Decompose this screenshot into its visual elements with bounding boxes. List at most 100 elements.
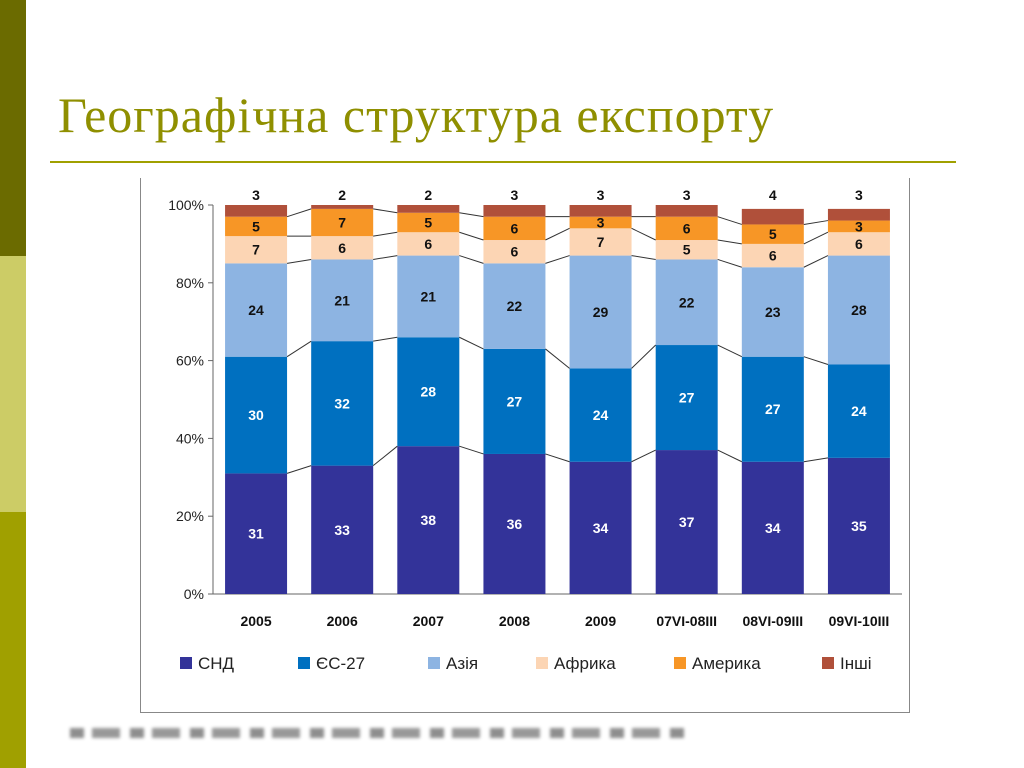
bar-segment	[225, 216, 288, 237]
bar-value-label: 33	[334, 522, 350, 538]
bar-segment	[827, 364, 890, 458]
title-divider	[50, 161, 956, 163]
bar-value-label: 34	[593, 520, 609, 536]
bar-value-label: 4	[769, 187, 777, 203]
bar-value-label: 24	[248, 302, 264, 318]
series-connector	[803, 255, 829, 268]
bar-value-label: 31	[248, 526, 264, 542]
bar-segment	[655, 345, 718, 451]
series-connector	[631, 255, 656, 260]
side-stripe-dark	[0, 0, 26, 256]
bar-value-label: 3	[683, 187, 691, 203]
bar-value-label: 34	[765, 520, 781, 536]
series-connector	[717, 258, 742, 268]
bar-segment	[311, 205, 374, 209]
bar-value-label: 3	[511, 187, 519, 203]
bar-segment	[827, 220, 890, 233]
bar-segment	[225, 473, 288, 594]
y-tick-label: 0%	[184, 586, 204, 602]
legend-swatch	[536, 657, 548, 669]
bar-value-label: 21	[334, 292, 350, 308]
series-connector	[717, 344, 743, 358]
bar-segment	[311, 236, 374, 260]
bar-segment	[655, 450, 718, 594]
x-tick-label: 2005	[240, 613, 271, 629]
bar-segment	[569, 255, 632, 369]
series-connector	[717, 216, 742, 225]
series-connector	[459, 231, 484, 241]
bar-segment	[569, 461, 632, 594]
slide-title: Географічна структура експорту	[58, 87, 775, 143]
legend-swatch	[822, 657, 834, 669]
bar-segment	[827, 255, 890, 365]
bar-segment	[569, 228, 632, 256]
legend-swatch	[180, 657, 192, 669]
bar-value-label: 5	[424, 215, 432, 231]
bar-value-label: 7	[252, 242, 260, 258]
bar-segment	[483, 216, 546, 241]
series-connector	[459, 445, 484, 455]
side-stripe-light	[0, 256, 26, 512]
bar-segment	[311, 259, 374, 342]
bar-segment	[225, 356, 288, 474]
y-tick-label: 60%	[176, 353, 204, 369]
bar-segment	[483, 205, 546, 217]
series-connector	[803, 231, 829, 245]
legend-label: Африка	[554, 654, 616, 673]
bar-segment	[741, 356, 804, 462]
bar-value-label: 24	[851, 403, 867, 419]
bar-value-label: 28	[421, 384, 437, 400]
bar-value-label: 6	[683, 220, 691, 236]
legend-label: СНД	[198, 654, 235, 673]
bar-value-label: 3	[855, 218, 863, 234]
bar-value-label: 32	[334, 395, 350, 411]
series-connector	[286, 258, 312, 264]
series-connector	[459, 255, 484, 264]
bar-segment	[397, 446, 460, 594]
bar-segment	[397, 255, 460, 338]
bar-value-label: 7	[597, 234, 605, 250]
bar-value-label: 35	[851, 518, 867, 534]
bar-segment	[827, 457, 890, 594]
bar-value-label: 6	[511, 220, 519, 236]
bar-value-label: 3	[597, 215, 605, 231]
series-connector	[545, 453, 570, 463]
bar-value-label: 37	[679, 514, 695, 530]
bar-value-label: 3	[855, 187, 863, 203]
bar-value-label: 28	[851, 302, 867, 318]
series-connector	[803, 220, 829, 225]
bar-value-label: 38	[421, 512, 437, 528]
series-connector	[373, 255, 398, 260]
bar-segment	[397, 205, 460, 213]
series-connector	[373, 231, 398, 237]
series-connector	[459, 336, 484, 350]
bar-value-label: 5	[769, 226, 777, 242]
series-connector	[372, 445, 398, 467]
bar-segment	[741, 461, 804, 594]
bar-segment	[225, 236, 288, 264]
bar-segment	[655, 259, 718, 346]
bar-segment	[225, 205, 288, 217]
series-connector	[631, 449, 656, 463]
series-connector	[286, 340, 312, 358]
y-tick-label: 20%	[176, 508, 204, 524]
bar-value-label: 23	[765, 304, 781, 320]
legend-label: Інші	[840, 654, 872, 673]
legend-swatch	[298, 657, 310, 669]
x-tick-label: 07VI-08III	[656, 613, 717, 629]
bar-value-label: 36	[507, 516, 523, 532]
bar-segment	[827, 232, 890, 256]
legend-label: ЄС-27	[316, 654, 365, 673]
series-connector	[459, 212, 484, 218]
blurred-caption	[70, 728, 690, 738]
x-tick-label: 2008	[499, 613, 530, 629]
bar-value-label: 27	[679, 390, 695, 406]
x-tick-label: 2009	[585, 613, 616, 629]
bar-value-label: 5	[683, 242, 691, 258]
bar-value-label: 5	[252, 218, 260, 234]
side-stripe-olive	[0, 512, 26, 768]
bar-segment	[569, 205, 632, 217]
series-connector	[717, 239, 742, 245]
bar-segment	[311, 465, 374, 594]
x-tick-label: 2006	[327, 613, 358, 629]
